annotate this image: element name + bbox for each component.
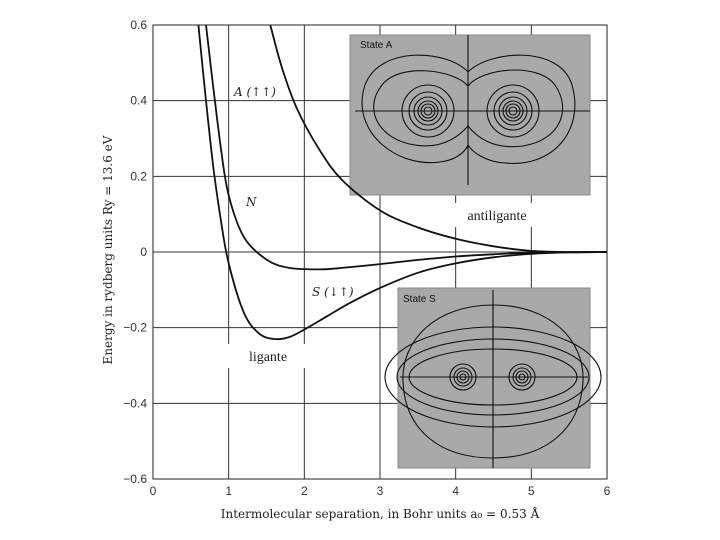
x-tick-labels: 0 1 2 3 4 5 6 (150, 484, 611, 498)
ligante-label-box: ligante (215, 344, 321, 368)
antiligante-label-box: antiligante (445, 203, 549, 227)
inset-state-s-background (397, 287, 591, 469)
x-tick-label: 0 (150, 484, 157, 498)
inset-state-a-background (349, 34, 591, 196)
y-tick-label: −0.4 (123, 396, 147, 410)
y-tick-label: 0.6 (130, 18, 147, 32)
x-axis-title: Intermolecular separation, in Bohr units… (221, 506, 540, 521)
inset-state-a-contours (355, 35, 590, 185)
curve-s (197, 24, 608, 341)
inset-state-a-title: State A (360, 40, 393, 51)
x-tick-label: 1 (225, 484, 232, 498)
inset-state-s-contours (384, 290, 602, 468)
y-tick-label: 0.4 (130, 94, 147, 108)
x-tick-label: 3 (377, 484, 384, 498)
x-tick-label: 5 (528, 484, 535, 498)
curve-label-n: N (245, 195, 257, 209)
x-tick-label: 2 (301, 484, 308, 498)
y-tick-label: 0 (140, 245, 147, 259)
curve-label-s: S (↓↑) (312, 285, 354, 299)
x-tick-label: 6 (604, 484, 611, 498)
curves (197, 24, 608, 341)
y-tick-label: −0.6 (123, 472, 147, 486)
ligante-label: ligante (249, 350, 287, 365)
curve-n (205, 24, 608, 271)
y-tick-label: 0.2 (130, 169, 147, 183)
curve-label-a: A (↑↑) (233, 85, 276, 99)
inset-state-a: State A (349, 34, 591, 196)
inset-state-s: State S (384, 287, 602, 469)
antiligante-label: antiligante (467, 209, 526, 224)
x-tick-label: 4 (452, 484, 459, 498)
y-axis-title: Energy in rydberg units Ry = 13.6 eV (101, 135, 115, 364)
y-tick-label: −0.2 (123, 321, 147, 335)
curve-a (269, 24, 608, 253)
y-tick-labels: 0.6 0.4 0.2 0 −0.2 −0.4 −0.6 (123, 18, 147, 486)
inset-state-s-title: State S (403, 294, 436, 305)
